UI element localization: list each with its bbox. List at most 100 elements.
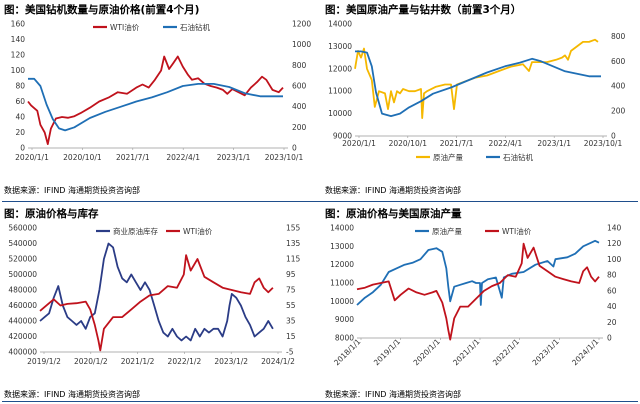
y-left-tick-label: 9000 (335, 315, 354, 324)
y-left-tick-label: 10000 (328, 109, 352, 118)
y-right-tick-label: -5 (286, 348, 294, 357)
source-note: 数据来源：IFIND 海通期货投资咨询部 (4, 186, 141, 195)
y-right-tick-label: 120 (607, 239, 622, 248)
y-left-tick-label: 14000 (328, 20, 352, 29)
y-right-tick-label: 0 (611, 132, 616, 141)
x-tick-label: 2022/1/2 (168, 357, 202, 366)
x-tick-label: 2020/1/1 (342, 139, 376, 148)
series-line-WTI油价 (356, 242, 600, 341)
source-note: 数据来源：IFIND 海通期货投资咨询部 (325, 390, 462, 399)
y-right-tick-label: 80 (607, 271, 617, 280)
y-right-tick-label: 15 (286, 332, 296, 341)
y-right-tick-label: 400 (611, 82, 626, 91)
y-left-tick-label: 120 (11, 51, 26, 60)
x-tick-label: 2023/1/1 (537, 139, 571, 148)
x-tick-label: 2024/1/2 (261, 357, 295, 366)
y-right-tick-label: 600 (611, 57, 626, 66)
y-left-tick-label: 14000 (330, 224, 354, 233)
chart-rigs-vs-oil-price: 0 20 40 60 80 100 120 140 160 0 200 400 600 800 1000 12… (11, 20, 312, 163)
panel-price-vs-inventory: 图：原油价格与库存 400000 420000 440000 460000 480000… (0, 204, 318, 404)
y-left-tick-label: 12000 (330, 260, 354, 269)
y-left-tick-label: 420000 (8, 332, 37, 341)
x-tick-label: 2019/1/1 (372, 337, 402, 367)
legend-label: 石油钻机 (180, 22, 210, 32)
x-tick-label: 2023/1/1 (531, 337, 561, 367)
y-right-tick-label: 115 (286, 255, 301, 264)
y-left-tick-label: 560000 (8, 224, 37, 233)
x-tick-label: 2023/10/1 (265, 153, 304, 162)
x-tick-label: 2023/1/2 (214, 357, 248, 366)
y-left-tick-label: 80 (15, 82, 25, 91)
source-note: 数据来源：IFIND 海通期货投资咨询部 (325, 186, 462, 195)
x-tick-label: 2020/1/1 (412, 337, 442, 367)
y-left-tick-label: 11000 (328, 87, 352, 96)
legend-label: 原油产量 (432, 226, 462, 236)
y-right-tick-label: 1200 (292, 20, 311, 29)
y-right-tick-label: 400 (292, 102, 307, 111)
chart-title: 图：原油价格与美国原油产量 (325, 208, 462, 220)
y-left-tick-label: 20 (15, 128, 25, 137)
y-left-tick-label: 520000 (8, 255, 37, 264)
x-tick-label: 2020/1/2 (74, 357, 108, 366)
chart-production-vs-rigs: 9000 10000 11000 12000 13000 14000 0 200 400 600 8… (328, 20, 626, 163)
y-right-tick-label: 55 (286, 301, 296, 310)
legend-label: 石油钻机 (503, 152, 533, 162)
x-tick-label: 2022/4/1 (166, 153, 200, 162)
y-left-tick-label: 500000 (8, 270, 37, 279)
y-left-tick-label: 480000 (8, 286, 37, 295)
y-right-tick-label: 1000 (292, 40, 311, 49)
legend-label: WTI油价 (183, 226, 213, 236)
y-right-tick-label: 200 (292, 123, 307, 132)
y-right-tick-label: 35 (286, 317, 296, 326)
chart-price-vs-inventory: 400000 420000 440000 460000 480000 500000 5200… (8, 224, 301, 367)
x-tick-label: 2023/10/1 (584, 139, 623, 148)
x-tick-label: 2021/1/1 (451, 337, 481, 367)
series-line-石油钻机 (355, 50, 601, 117)
y-left-tick-label: 100 (11, 66, 26, 75)
x-tick-label: 2020/10/1 (63, 153, 102, 162)
y-right-tick-label: 800 (611, 32, 626, 41)
x-tick-label: 2021/7/1 (440, 139, 474, 148)
y-right-tick-label: 40 (607, 302, 617, 311)
y-left-tick-label: 140 (11, 35, 26, 44)
chart-price-vs-production: 8000 9000 10000 11000 12000 13000 14000 0 20 40 60… (330, 224, 622, 368)
y-right-tick-label: 20 (607, 318, 617, 327)
legend-label: WTI油价 (502, 226, 532, 236)
source-note: 数据来源：IFIND 海通期货投资咨询部 (4, 390, 141, 399)
x-tick-label: 2024/1/1 (570, 337, 600, 367)
y-right-tick-label: 0 (292, 144, 297, 153)
x-tick-label: 2020/10/1 (389, 139, 428, 148)
y-right-tick-label: 800 (292, 61, 307, 70)
chart-title: 图：美国原油产量与钻井数（前置3个月） (325, 4, 522, 16)
series-line-WTI油价 (27, 55, 284, 145)
y-left-tick-label: 460000 (8, 301, 37, 310)
y-left-tick-label: 13000 (330, 242, 354, 251)
y-left-tick-label: 440000 (8, 317, 37, 326)
y-left-tick-label: 11000 (330, 279, 354, 288)
y-left-tick-label: 0 (20, 144, 25, 153)
y-right-tick-label: 100 (607, 255, 622, 264)
series-line-石油钻机 (28, 77, 283, 132)
y-right-tick-label: 140 (607, 224, 622, 233)
y-left-tick-label: 10000 (330, 297, 354, 306)
legend-label: 原油产量 (433, 152, 463, 162)
chart-title: 图：原油价格与库存 (4, 208, 99, 220)
x-tick-label: 2019/1/2 (27, 357, 61, 366)
y-left-tick-label: 160 (11, 20, 26, 29)
panel-rigs-vs-oil-price: 图：美国钻机数量与原油价格(前置4个月) 0 20 40 60 80 100 120 140 1… (0, 0, 318, 200)
chart-title: 图：美国钻机数量与原油价格(前置4个月) (4, 4, 200, 16)
legend-label: WTI油价 (110, 22, 140, 32)
y-left-tick-label: 40 (15, 113, 25, 122)
section-divider (2, 201, 638, 202)
y-left-tick-label: 13000 (328, 42, 352, 51)
y-right-tick-label: 200 (611, 107, 626, 116)
x-tick-label: 2021/7/1 (116, 153, 150, 162)
series-line-WTI油价 (39, 254, 274, 352)
x-tick-label: 2022/1/1 (491, 337, 521, 367)
x-tick-label: 2021/1/2 (121, 357, 155, 366)
panel-price-vs-production: 图：原油价格与美国原油产量 8000 9000 10000 11000 12000 130… (321, 204, 639, 404)
y-right-tick-label: 0 (607, 334, 612, 343)
y-left-tick-label: 60 (15, 97, 25, 106)
y-left-tick-label: 540000 (8, 239, 37, 248)
bottom-divider (2, 401, 638, 402)
